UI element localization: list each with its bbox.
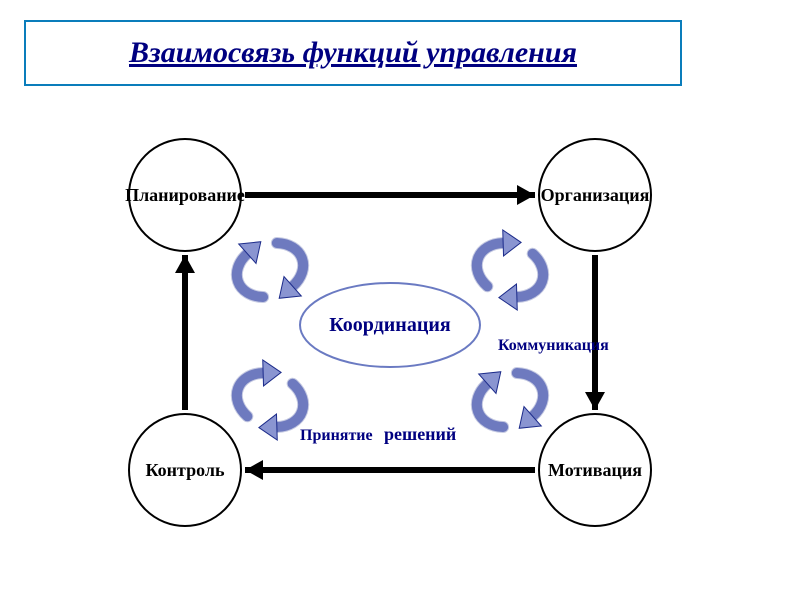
coordination-swirl xyxy=(466,355,554,444)
diagram-canvas: Координация Коммуникация Принятие решений П… xyxy=(0,0,800,600)
process-label: решений xyxy=(384,424,456,444)
process-label: Принятие xyxy=(300,427,373,444)
coordination-swirl xyxy=(226,225,314,314)
node-organization-label: Организация xyxy=(541,185,650,205)
coordination-swirl xyxy=(466,225,554,314)
center-coordination-label: Координация xyxy=(329,314,451,336)
process-label: Коммуникация xyxy=(498,337,609,354)
node-planning-label: Планирование xyxy=(125,185,245,205)
node-motivation-label: Мотивация xyxy=(548,460,642,480)
node-control-label: Контроль xyxy=(146,460,225,480)
